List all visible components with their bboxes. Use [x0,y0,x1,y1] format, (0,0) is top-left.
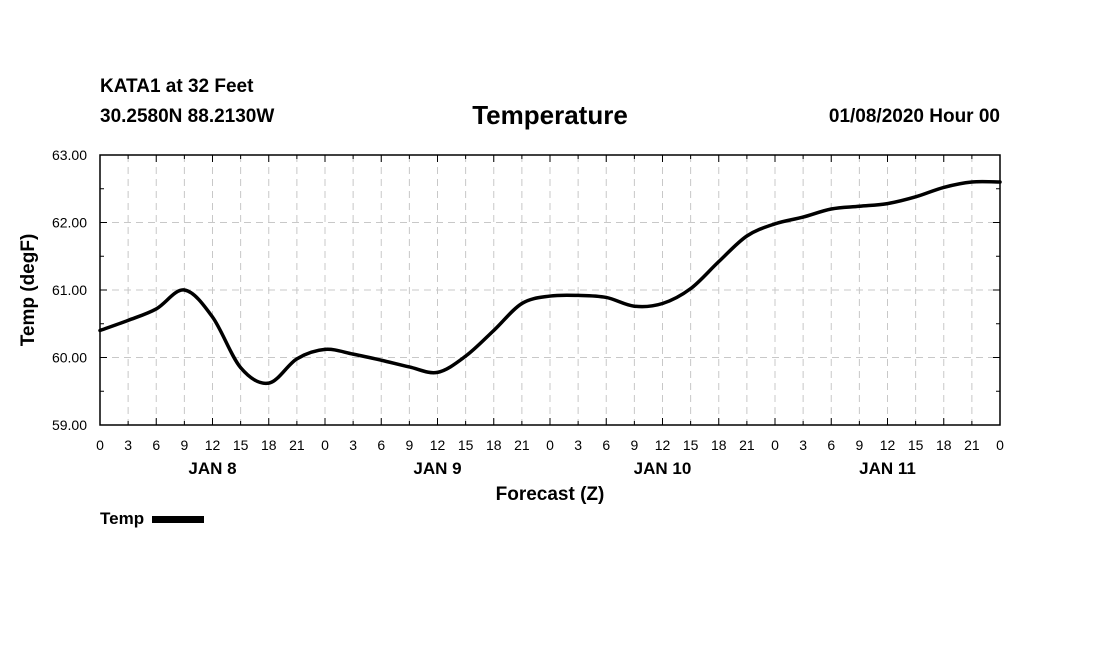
data-point-temp [295,357,299,361]
data-point-temp [745,234,749,238]
x-tick-label: 3 [124,437,132,453]
x-tick-label: 6 [377,437,385,453]
day-label: JAN 8 [188,459,236,478]
x-tick-label: 15 [908,437,924,453]
data-point-temp [604,295,608,299]
day-label: JAN 10 [634,459,692,478]
x-tick-label: 21 [964,437,980,453]
data-point-temp [323,347,327,351]
data-point-temp [661,302,664,305]
y-tick-label: 61.00 [52,282,87,298]
axis-layer [99,154,1001,426]
x-tick-label: 0 [96,437,104,453]
data-point-temp [914,195,918,199]
legend-label-temp: Temp [100,509,145,528]
x-tick-label: 12 [430,437,446,453]
x-tick-label: 9 [180,437,188,453]
x-axis-title: Forecast (Z) [496,484,605,505]
coordinates-label: 30.2580N 88.2130W [100,106,275,127]
x-tick-label: 9 [405,437,413,453]
data-point-temp [717,260,721,264]
station-label: KATA1 at 32 Feet [100,76,254,97]
data-point-temp [464,354,468,358]
x-tick-label: 6 [827,437,835,453]
data-point-temp [548,294,552,298]
data-point-temp [267,381,271,385]
x-tick-label: 0 [771,437,779,453]
x-tick-label: 18 [486,437,502,453]
chart-title: Temperature [472,100,628,130]
data-point-temp [407,365,411,369]
data-point-temp [520,302,524,305]
y-tick-label: 60.00 [52,350,87,366]
x-tick-label: 18 [261,437,277,453]
x-tick-label: 0 [321,437,329,453]
data-point-temp [970,180,974,184]
day-label: JAN 9 [413,459,461,478]
data-point-temp [632,304,636,308]
x-tick-label: 15 [683,437,699,453]
x-tick-label: 18 [711,437,727,453]
day-label: JAN 11 [859,459,916,478]
data-point-temp [351,352,355,356]
x-tick-label: 12 [205,437,221,453]
x-tick-label: 12 [880,437,896,453]
x-tick-label: 21 [289,437,305,453]
y-tick-label: 59.00 [52,417,87,433]
legend: Temp [100,509,205,529]
data-point-temp [829,207,833,211]
x-tick-label: 9 [855,437,863,453]
data-point-temp [492,329,496,332]
label-layer: 0 3 6 9 12 15 18 21 0 3 6 9 12 15 18 21 0 3 6 9 12 15 18 21 0 3 6 9… [18,147,1004,505]
data-point-temp [576,293,580,297]
data-point-temp [436,370,439,374]
x-tick-label: 18 [936,437,952,453]
data-point-temp [801,215,805,219]
data-point-temp [857,204,861,208]
x-tick-label: 15 [233,437,249,453]
y-axis-title: Temp (degF) [18,234,39,347]
x-tick-label: 3 [349,437,357,453]
x-tick-label: 6 [602,437,610,453]
forecast-issued-label: 01/08/2020 Hour 00 [828,106,1000,127]
legend-swatch-temp [152,515,205,523]
data-point-temp [211,315,214,319]
data-point-temp [773,222,777,226]
x-tick-label: 9 [630,437,638,453]
data-point-temp [98,329,102,332]
data-point-temp [886,202,889,206]
data-point-temp [154,307,158,311]
x-tick-label: 3 [799,437,807,453]
grid-layer [100,155,1000,425]
x-tick-label: 21 [514,437,530,453]
x-tick-label: 6 [152,437,160,453]
x-tick-label: 0 [996,437,1004,453]
data-point-temp [689,287,693,291]
x-tick-label: 15 [458,437,474,453]
plot-frame [99,154,1001,426]
data-point-temp [126,318,130,322]
data-point-temp [998,180,1002,184]
data-point-temp [379,358,383,362]
y-tick-label: 62.00 [52,215,87,231]
x-tick-label: 3 [574,437,582,453]
series-layer [98,179,1002,386]
x-tick-label: 12 [655,437,671,453]
x-tick-label: 0 [546,437,554,453]
data-point-temp [239,366,243,370]
data-point-temp [942,185,946,189]
x-tick-label: 21 [739,437,755,453]
y-tick-label: 63.00 [52,147,87,163]
data-point-temp [182,288,186,292]
